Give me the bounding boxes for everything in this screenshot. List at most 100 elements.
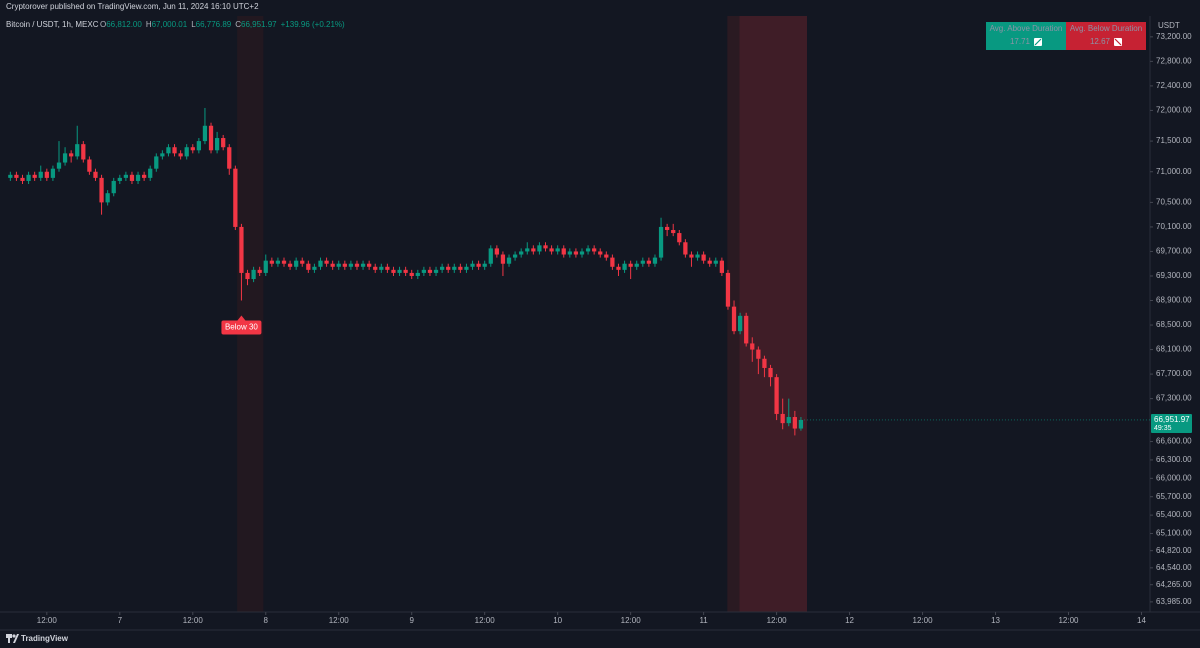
candle xyxy=(208,122,214,154)
candle-body xyxy=(768,367,773,378)
x-tick-label: 12:00 xyxy=(621,616,642,625)
candle-body xyxy=(622,263,627,270)
table-cell xyxy=(1066,22,1146,50)
candle xyxy=(196,138,201,154)
candle-body xyxy=(257,269,262,273)
x-tick-label: 8 xyxy=(264,616,269,625)
candle xyxy=(592,245,597,255)
candle-body xyxy=(8,174,13,178)
x-tick-label: 11 xyxy=(699,616,708,625)
candle-body xyxy=(336,263,341,267)
candle xyxy=(415,269,420,280)
candle-body xyxy=(415,272,420,276)
candle xyxy=(75,125,80,160)
candle xyxy=(707,257,712,267)
candle-body xyxy=(87,159,92,172)
candle-body xyxy=(342,263,347,267)
candle xyxy=(409,269,414,280)
x-tick-label: 12:00 xyxy=(1058,616,1079,625)
candle-body xyxy=(543,245,548,249)
candle xyxy=(695,251,700,261)
candle-body xyxy=(348,263,354,267)
candle xyxy=(476,260,481,270)
candle-body xyxy=(379,266,384,270)
candle xyxy=(202,107,208,145)
candle-body xyxy=(604,254,609,258)
candle xyxy=(26,171,31,185)
legend-key: C xyxy=(235,20,241,29)
candle-body xyxy=(93,171,98,178)
candle-body xyxy=(38,171,43,178)
candle xyxy=(269,257,274,267)
candle xyxy=(111,177,116,197)
candle-body xyxy=(579,251,585,255)
candle xyxy=(531,245,536,255)
candle-body xyxy=(367,263,372,267)
candle-body xyxy=(525,248,530,252)
candle xyxy=(512,251,518,261)
candle xyxy=(701,251,706,264)
candle xyxy=(263,254,268,276)
candle xyxy=(142,171,147,181)
candle-body xyxy=(634,263,639,267)
candle xyxy=(549,245,554,255)
candle-body xyxy=(281,260,287,264)
candle xyxy=(336,260,341,270)
candle xyxy=(38,165,43,181)
candle-body xyxy=(14,174,19,178)
candle-body xyxy=(549,248,554,252)
candle-body xyxy=(774,377,779,414)
ohlc-legend: O66,812.00 H67,000.01 L66,776.89 C66,951.97… xyxy=(100,20,345,29)
candle-body xyxy=(610,257,615,267)
y-tick-label: 68,900.00 xyxy=(1156,296,1192,305)
candle-body xyxy=(184,147,189,157)
y-tick-label: 64,540.00 xyxy=(1156,563,1192,572)
y-tick-label: 65,400.00 xyxy=(1156,510,1192,519)
candle xyxy=(348,260,354,270)
y-tick-label: 72,800.00 xyxy=(1156,56,1192,65)
y-tick-label: 70,100.00 xyxy=(1156,222,1192,231)
candle xyxy=(385,263,390,273)
candle-body xyxy=(786,417,791,424)
y-tick-label: 72,400.00 xyxy=(1156,81,1192,90)
candle xyxy=(123,171,129,181)
candle xyxy=(470,260,475,270)
candle-body xyxy=(677,233,682,243)
y-tick-label: 65,100.00 xyxy=(1156,529,1192,538)
candle xyxy=(251,266,256,283)
candle xyxy=(719,257,724,276)
y-tick-label: 71,000.00 xyxy=(1156,167,1192,176)
candle xyxy=(373,263,378,273)
annotation-label: Below 30 xyxy=(225,323,258,332)
candle-body xyxy=(452,266,457,270)
candle xyxy=(427,266,433,276)
table-header: Avg. Above Duration xyxy=(990,24,1063,33)
candle-body xyxy=(409,272,414,276)
y-tick-label: 69,700.00 xyxy=(1156,247,1192,256)
candle-body xyxy=(251,269,256,280)
candle-body xyxy=(214,138,220,151)
candle-body xyxy=(731,306,737,332)
candle xyxy=(275,257,281,267)
annotation-pointer xyxy=(237,315,246,321)
candle-body xyxy=(737,315,743,332)
candle-body xyxy=(142,174,147,178)
candle xyxy=(446,263,451,273)
candle xyxy=(506,254,512,267)
table-value: 17.71 xyxy=(1010,37,1031,46)
candle-body xyxy=(397,269,402,273)
candle xyxy=(227,144,232,175)
candle-body xyxy=(306,263,311,270)
candle xyxy=(214,131,220,154)
candle xyxy=(537,242,542,255)
candle xyxy=(87,156,92,175)
candle xyxy=(300,257,305,267)
candle xyxy=(391,266,396,276)
candle-body xyxy=(227,147,232,169)
candle xyxy=(567,248,572,258)
candle xyxy=(245,269,250,286)
table-icon-arrow xyxy=(1034,38,1042,46)
candle xyxy=(731,300,737,335)
